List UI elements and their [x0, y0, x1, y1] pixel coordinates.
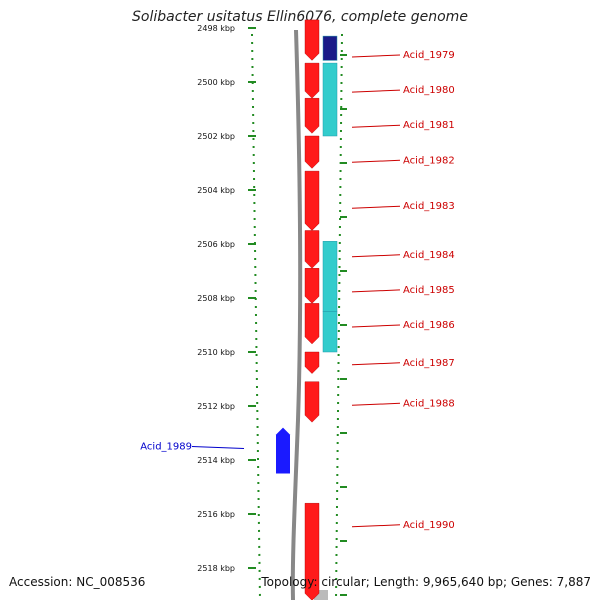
kbp-tick-label: 2502 kbp: [197, 132, 235, 141]
gene-label-Acid_1979: Acid_1979: [403, 50, 455, 61]
gene-label-Acid_1990: Acid_1990: [403, 520, 455, 531]
kbp-tick-label: 2514 kbp: [197, 456, 235, 465]
gene-Acid_1986: [304, 303, 320, 345]
gene-Acid_1982: [304, 135, 320, 169]
feature-tracks: [322, 35, 338, 353]
gene-Acid_1980: [304, 62, 320, 99]
label-leader-Acid_1981: [351, 124, 401, 128]
gene-Acid_1983: [304, 170, 320, 231]
label-leader-Acid_1986: [351, 324, 401, 328]
label-leader-Acid_1984: [351, 254, 401, 258]
kbp-tick-label: 2518 kbp: [197, 564, 235, 573]
gene-label-Acid_1988: Acid_1988: [403, 398, 455, 409]
genome-title: Solibacter usitatus Ellin6076, complete …: [132, 9, 468, 25]
kbp-tick-label: 2500 kbp: [197, 78, 235, 87]
label-leader-Acid_1979: [351, 54, 401, 58]
backbone-shadow: [314, 590, 328, 600]
gene-Acid_1987: [304, 351, 320, 374]
kbp-ticks: 2498 kbp 2500 kbp 2502 kbp 2504 kbp 2506 kbp…: [197, 24, 347, 596]
gene-Acid_1989: [276, 427, 290, 474]
gene-label-Acid_1982: Acid_1982: [403, 155, 455, 166]
gene-Acid_1979: [304, 19, 320, 61]
feature-block-1: [322, 35, 338, 61]
kbp-tick-label: 2510 kbp: [197, 348, 235, 357]
label-leader-Acid_1987: [351, 362, 401, 366]
label-leader-Acid_1980: [351, 89, 401, 93]
gene-Acid_1984: [304, 230, 320, 269]
feature-block-3: [322, 241, 338, 312]
accession-label: Accession: NC_008536: [9, 575, 146, 589]
gene-track: [276, 19, 320, 600]
label-leader-Acid_1982: [351, 159, 401, 163]
gene-label-Acid_1986: Acid_1986: [403, 320, 455, 331]
genome-axis: [290, 29, 328, 600]
kbp-tick-label: 2512 kbp: [197, 402, 235, 411]
gene-Acid_1985: [304, 268, 320, 304]
kbp-tick-label: 2516 kbp: [197, 510, 235, 519]
gene-Acid_1990: [304, 503, 320, 600]
gene-label-Acid_1989: Acid_1989: [140, 442, 192, 453]
topology-summary: Topology: circular; Length: 9,965,640 bp…: [261, 575, 591, 589]
label-leader-Acid_1983: [351, 205, 401, 209]
gene-Acid_1988: [304, 381, 320, 423]
label-leader-Acid_1985: [351, 289, 401, 293]
kbp-tick-label: 2506 kbp: [197, 240, 235, 249]
label-leader-Acid_1990: [351, 524, 401, 528]
gene-label-Acid_1983: Acid_1983: [403, 201, 455, 212]
kbp-tick-label: 2508 kbp: [197, 294, 235, 303]
kbp-tick-label: 2498 kbp: [197, 24, 235, 33]
feature-block-4: [322, 311, 338, 353]
gene-labels: Acid_1979 Acid_1980 Acid_1981 Acid_1982 Acid…: [140, 50, 455, 531]
gene-Acid_1981: [304, 98, 320, 134]
gene-label-Acid_1984: Acid_1984: [403, 250, 455, 261]
gene-label-Acid_1985: Acid_1985: [403, 285, 455, 296]
label-leader-Acid_1988: [351, 402, 401, 406]
label-leader-Acid_1989: [191, 446, 245, 449]
gene-label-Acid_1987: Acid_1987: [403, 358, 455, 369]
gene-label-Acid_1980: Acid_1980: [403, 85, 455, 96]
kbp-tick-label: 2504 kbp: [197, 186, 235, 195]
gene-label-Acid_1981: Acid_1981: [403, 120, 455, 131]
grid-line-left: [251, 33, 261, 600]
genome-backbone: [290, 29, 303, 600]
feature-block-2: [322, 62, 338, 137]
